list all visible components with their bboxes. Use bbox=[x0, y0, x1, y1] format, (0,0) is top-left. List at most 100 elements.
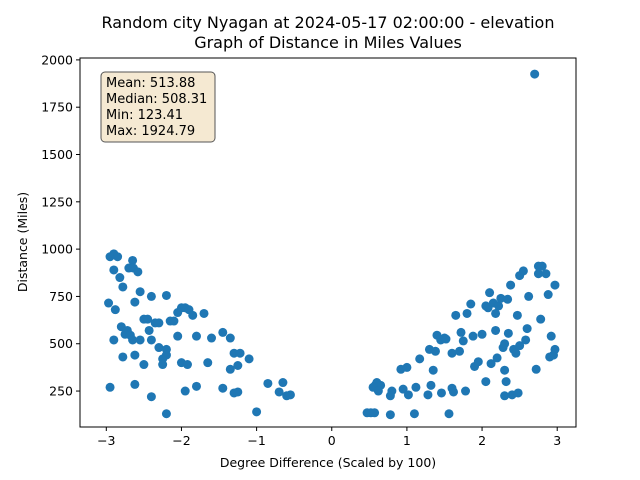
data-point bbox=[466, 299, 476, 309]
data-point bbox=[521, 335, 531, 345]
data-point bbox=[244, 354, 254, 364]
data-point bbox=[515, 341, 525, 351]
data-point bbox=[500, 365, 510, 375]
data-point bbox=[154, 343, 164, 353]
x-tick-label: −2 bbox=[172, 433, 190, 448]
stats-min: Min: 123.41 bbox=[106, 108, 183, 123]
data-point bbox=[252, 407, 262, 417]
data-point bbox=[491, 308, 501, 318]
data-point bbox=[536, 314, 546, 324]
data-point bbox=[485, 288, 495, 298]
data-point bbox=[543, 290, 553, 300]
data-point bbox=[456, 327, 466, 337]
data-point bbox=[191, 331, 201, 341]
x-tick-label: 1 bbox=[403, 433, 411, 448]
data-point bbox=[473, 357, 483, 367]
data-point bbox=[278, 378, 288, 388]
y-tick-label: 2000 bbox=[41, 52, 73, 67]
data-point bbox=[128, 335, 138, 345]
data-point bbox=[182, 360, 192, 370]
data-point bbox=[373, 386, 383, 396]
data-point bbox=[104, 298, 114, 308]
x-tick-label: 3 bbox=[553, 433, 561, 448]
data-point bbox=[426, 380, 436, 390]
data-point bbox=[135, 335, 145, 345]
data-point bbox=[161, 290, 171, 300]
data-point bbox=[139, 360, 149, 370]
x-axis-ticks: −3 −2 −1 0 1 2 3 bbox=[97, 427, 561, 448]
data-point bbox=[109, 265, 119, 275]
data-point bbox=[481, 377, 491, 387]
data-point bbox=[385, 391, 395, 401]
data-point bbox=[506, 280, 516, 290]
chart-title-line-1: Random city Nyagan at 2024-05-17 02:00:0… bbox=[102, 13, 555, 32]
data-point bbox=[496, 293, 506, 303]
data-point bbox=[218, 327, 228, 337]
data-point bbox=[411, 382, 421, 392]
chart-title-line-2: Graph of Distance in Miles Values bbox=[194, 33, 462, 52]
data-point bbox=[188, 310, 198, 320]
data-point bbox=[274, 387, 284, 397]
data-point bbox=[285, 390, 295, 400]
data-point bbox=[403, 390, 413, 400]
data-point bbox=[550, 344, 560, 354]
data-point bbox=[133, 267, 143, 277]
data-point bbox=[444, 409, 454, 419]
data-point bbox=[118, 282, 128, 292]
data-point bbox=[503, 294, 513, 304]
plot-area-frame bbox=[79, 57, 577, 428]
y-tick-label: 250 bbox=[49, 384, 73, 399]
data-point bbox=[451, 310, 461, 320]
stats-mean: Mean: 513.88 bbox=[106, 76, 195, 91]
data-point bbox=[105, 382, 115, 392]
y-axis-ticks: 250 500 750 1000 1250 1500 1750 2000 bbox=[41, 52, 80, 399]
y-tick-label: 1250 bbox=[41, 194, 73, 209]
data-point bbox=[143, 314, 153, 324]
data-point bbox=[225, 333, 235, 343]
data-point bbox=[512, 310, 522, 320]
data-point bbox=[477, 329, 487, 339]
data-point bbox=[146, 392, 156, 402]
stats-box: Mean: 513.88 Median: 508.31 Min: 123.41 … bbox=[100, 71, 216, 143]
data-point bbox=[169, 316, 179, 326]
data-point bbox=[135, 287, 145, 297]
data-point bbox=[458, 336, 468, 346]
data-point bbox=[128, 255, 138, 265]
data-point bbox=[455, 346, 465, 356]
data-point bbox=[468, 331, 478, 341]
data-point bbox=[461, 386, 471, 396]
data-point bbox=[503, 328, 513, 338]
data-point bbox=[235, 348, 245, 358]
y-tick-label: 500 bbox=[49, 336, 73, 351]
data-point bbox=[533, 269, 543, 279]
data-point bbox=[447, 348, 457, 358]
data-point bbox=[233, 387, 243, 397]
data-point bbox=[115, 273, 125, 283]
data-point bbox=[130, 350, 140, 360]
data-point bbox=[180, 386, 190, 396]
data-point bbox=[537, 261, 547, 271]
data-point bbox=[513, 388, 523, 398]
data-point bbox=[207, 333, 217, 343]
data-point bbox=[191, 381, 201, 391]
x-tick-label: −3 bbox=[97, 433, 115, 448]
data-point bbox=[158, 360, 168, 370]
data-point bbox=[402, 362, 412, 372]
data-point bbox=[385, 410, 395, 420]
data-point bbox=[144, 325, 154, 335]
data-point bbox=[173, 331, 183, 341]
data-point bbox=[146, 291, 156, 301]
stats-median: Median: 508.31 bbox=[106, 92, 207, 107]
data-point bbox=[263, 378, 273, 388]
data-point bbox=[409, 409, 419, 419]
x-tick-label: 2 bbox=[478, 433, 486, 448]
data-point bbox=[161, 409, 171, 419]
data-point bbox=[524, 291, 534, 301]
data-point bbox=[486, 359, 496, 369]
y-tick-label: 1500 bbox=[41, 147, 73, 162]
y-tick-label: 1750 bbox=[41, 100, 73, 115]
data-point bbox=[113, 252, 123, 262]
data-point bbox=[110, 305, 120, 315]
data-point bbox=[225, 364, 235, 374]
